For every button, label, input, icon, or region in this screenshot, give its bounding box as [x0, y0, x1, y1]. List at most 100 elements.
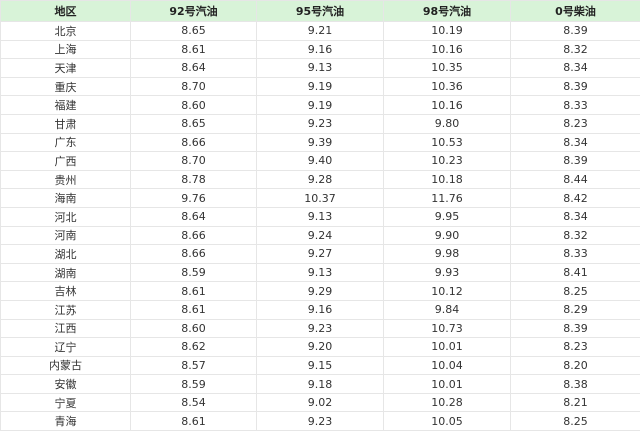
price-cell: 9.13	[257, 263, 384, 282]
price-cell: 9.02	[257, 393, 384, 412]
price-cell: 8.33	[511, 245, 640, 264]
region-cell: 河北	[1, 207, 131, 226]
price-cell: 9.23	[257, 412, 384, 431]
column-header: 0号柴油	[511, 1, 640, 22]
price-cell: 8.57	[131, 356, 257, 375]
price-cell: 10.28	[384, 393, 511, 412]
price-cell: 8.66	[131, 133, 257, 152]
price-cell: 8.64	[131, 59, 257, 78]
price-cell: 8.61	[131, 412, 257, 431]
price-cell: 9.84	[384, 300, 511, 319]
price-cell: 9.23	[257, 319, 384, 338]
column-header: 92号汽油	[131, 1, 257, 22]
region-cell: 内蒙古	[1, 356, 131, 375]
price-cell: 8.70	[131, 77, 257, 96]
region-cell: 贵州	[1, 170, 131, 189]
column-header: 98号汽油	[384, 1, 511, 22]
region-cell: 广东	[1, 133, 131, 152]
price-cell: 9.19	[257, 77, 384, 96]
price-cell: 10.35	[384, 59, 511, 78]
price-cell: 8.66	[131, 245, 257, 264]
price-cell: 10.01	[384, 375, 511, 394]
price-cell: 8.23	[511, 114, 640, 133]
price-cell: 9.18	[257, 375, 384, 394]
region-cell: 安徽	[1, 375, 131, 394]
price-cell: 9.95	[384, 207, 511, 226]
price-cell: 8.32	[511, 226, 640, 245]
column-header: 地区	[1, 1, 131, 22]
price-cell: 10.05	[384, 412, 511, 431]
region-cell: 宁夏	[1, 393, 131, 412]
region-cell: 上海	[1, 40, 131, 59]
price-cell: 8.61	[131, 282, 257, 301]
price-cell: 8.32	[511, 40, 640, 59]
price-cell: 8.61	[131, 300, 257, 319]
price-cell: 8.65	[131, 22, 257, 41]
price-cell: 9.15	[257, 356, 384, 375]
price-cell: 9.27	[257, 245, 384, 264]
price-cell: 10.53	[384, 133, 511, 152]
price-cell: 9.93	[384, 263, 511, 282]
price-cell: 8.59	[131, 375, 257, 394]
price-cell: 11.76	[384, 189, 511, 208]
price-cell: 10.37	[257, 189, 384, 208]
region-cell: 江苏	[1, 300, 131, 319]
price-cell: 9.98	[384, 245, 511, 264]
price-cell: 9.39	[257, 133, 384, 152]
region-cell: 天津	[1, 59, 131, 78]
region-cell: 江西	[1, 319, 131, 338]
price-cell: 8.25	[511, 282, 640, 301]
price-cell: 8.65	[131, 114, 257, 133]
price-cell: 8.60	[131, 319, 257, 338]
price-cell: 9.29	[257, 282, 384, 301]
price-cell: 9.80	[384, 114, 511, 133]
region-cell: 海南	[1, 189, 131, 208]
price-cell: 10.18	[384, 170, 511, 189]
price-cell: 8.61	[131, 40, 257, 59]
price-cell: 8.62	[131, 338, 257, 357]
price-cell: 8.38	[511, 375, 640, 394]
price-cell: 10.36	[384, 77, 511, 96]
price-cell: 9.90	[384, 226, 511, 245]
region-cell: 湖南	[1, 263, 131, 282]
region-cell: 湖北	[1, 245, 131, 264]
price-cell: 8.39	[511, 152, 640, 171]
region-cell: 福建	[1, 96, 131, 115]
region-cell: 广西	[1, 152, 131, 171]
price-cell: 9.16	[257, 40, 384, 59]
price-cell: 8.20	[511, 356, 640, 375]
region-cell: 甘肃	[1, 114, 131, 133]
price-cell: 8.78	[131, 170, 257, 189]
region-cell: 北京	[1, 22, 131, 41]
price-cell: 8.59	[131, 263, 257, 282]
price-cell: 10.12	[384, 282, 511, 301]
price-cell: 8.42	[511, 189, 640, 208]
column-header: 95号汽油	[257, 1, 384, 22]
price-cell: 8.29	[511, 300, 640, 319]
price-cell: 8.34	[511, 59, 640, 78]
price-cell: 8.66	[131, 226, 257, 245]
region-cell: 吉林	[1, 282, 131, 301]
region-cell: 河南	[1, 226, 131, 245]
price-cell: 9.20	[257, 338, 384, 357]
price-cell: 8.34	[511, 133, 640, 152]
price-cell: 10.19	[384, 22, 511, 41]
price-cell: 9.76	[131, 189, 257, 208]
price-cell: 9.40	[257, 152, 384, 171]
price-cell: 9.16	[257, 300, 384, 319]
